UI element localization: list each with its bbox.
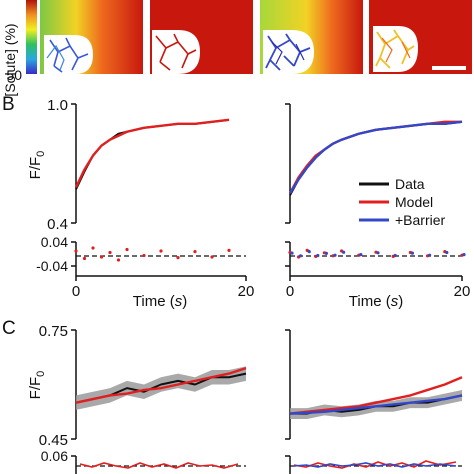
b-right-residual-barrier-12 [445,250,449,255]
b-ylabel: F/F0 [27,151,47,180]
b-left-residual-model-4 [108,250,112,255]
b-left-xlabel-main: Time [133,293,166,310]
b-left-residual-model-7 [142,253,146,258]
colorbar: [Solute] (%) 50 [2,0,37,97]
b-right-residual-barrier-9 [393,253,397,258]
legend-label-model: Model [395,194,433,210]
b-right-residual-barrier-7 [359,253,363,257]
legend-label-data: Data [395,176,425,192]
b-right-xtick-label-20: 20 [454,283,471,300]
b-left-residual-model-2 [91,246,95,250]
b-right-residual-barrier-3 [316,253,320,258]
b-right-residual-barrier-10 [410,251,414,255]
c-right-ci-band [290,389,462,420]
b-right-residual-barrier-5 [333,253,337,257]
legend: Data Model +Barrier [359,176,446,228]
b-left-residual-model-1 [82,256,87,261]
b-right-resid [288,248,466,259]
b-ytick-bottom: 0.4 [47,216,68,233]
heatmap-cell-4 [369,0,472,74]
b-left-residual-model-8 [159,249,163,253]
c-resid-tick-top: 0.06 [41,448,68,464]
c-left-plot [75,366,247,410]
b-left-xtick-label-20: 20 [238,283,255,300]
b-ylabel-main: F/F [27,157,44,180]
heatmap-cell-2 [150,0,253,74]
panel-b-letter: B [2,94,15,115]
b-left-residual-model-12 [227,248,231,252]
panel-c-letter: C [2,318,16,339]
b-right-residual-barrier-8 [376,251,380,255]
legend-label-barrier: +Barrier [395,212,446,228]
b-left-xtick-label-0: 0 [72,283,80,300]
c-right-resid-barrier [293,462,457,468]
b-right-plot [288,120,463,196]
b-left-xlabel-unit: s [175,293,183,310]
c-ytick-top: 0.75 [39,323,68,340]
b-right-xlabel: Time (s) [349,293,403,310]
b-right-xtick-label-0: 0 [286,283,294,300]
b-left-residual-model-11 [210,255,214,259]
b-left-plot [74,118,230,190]
c-ylabel-sub: 0 [35,371,47,377]
b-left-residual-model-5 [116,258,121,262]
c-right-plot [289,376,463,420]
c-ylabel: F/F0 [27,371,47,400]
b-right-residual-barrier-2 [307,250,311,254]
b-left-series-model [74,118,230,188]
b-ytick-top: 1.0 [47,97,68,114]
b-left-residual-model-3 [99,255,104,259]
panel-c-right [285,329,463,474]
b-right-residual-barrier-13 [462,253,466,257]
b-right-residual-barrier-11 [428,253,432,257]
b-right-residual-barrier-4 [324,251,328,255]
b-right-xlabel-unit: s [391,293,399,310]
c-ytick-bottom: 0.45 [39,432,68,449]
heatmap-cell-3 [260,0,363,74]
b-resid-tick-bottom: -0.04 [36,258,68,274]
scale-bar [432,66,466,70]
panel-c-left: 0.75 0.45 F/F0 0.06 [27,323,247,474]
colorbar-tick-bottom: 50 [6,67,22,83]
b-right-residual-barrier-1 [299,254,303,258]
colorbar-gradient [26,0,37,74]
b-left-series-data [75,118,230,190]
b-left-residual-model-9 [176,256,180,260]
c-ylabel-main: F/F [27,377,44,400]
b-right-series-barrier [288,120,463,194]
b-ylabel-sub: 0 [35,151,47,157]
colorbar-label: [Solute] (%) [2,23,18,96]
panel-b-left: 1.0 0.4 F/F0 0.04 -0.04 0 20 Time (s) [27,97,254,310]
b-left-xlabel: Time (s) [133,293,187,310]
b-resid-tick-top: 0.04 [41,234,68,250]
b-right-xlabel-main: Time [349,293,382,310]
c-left-resid-model [79,462,239,469]
b-right-residual-barrier-0 [290,251,294,255]
b-left-residual-model-10 [193,250,197,254]
b-left-residual-model-0 [74,249,78,253]
b-left-residual-model-6 [125,247,129,252]
panel-b-right: Data Model +Barrier 0 20 Time (s) [285,103,471,310]
b-right-residual-barrier-6 [342,250,346,254]
b-left-resid [74,246,231,262]
heatmap-cell-1 [40,0,143,74]
